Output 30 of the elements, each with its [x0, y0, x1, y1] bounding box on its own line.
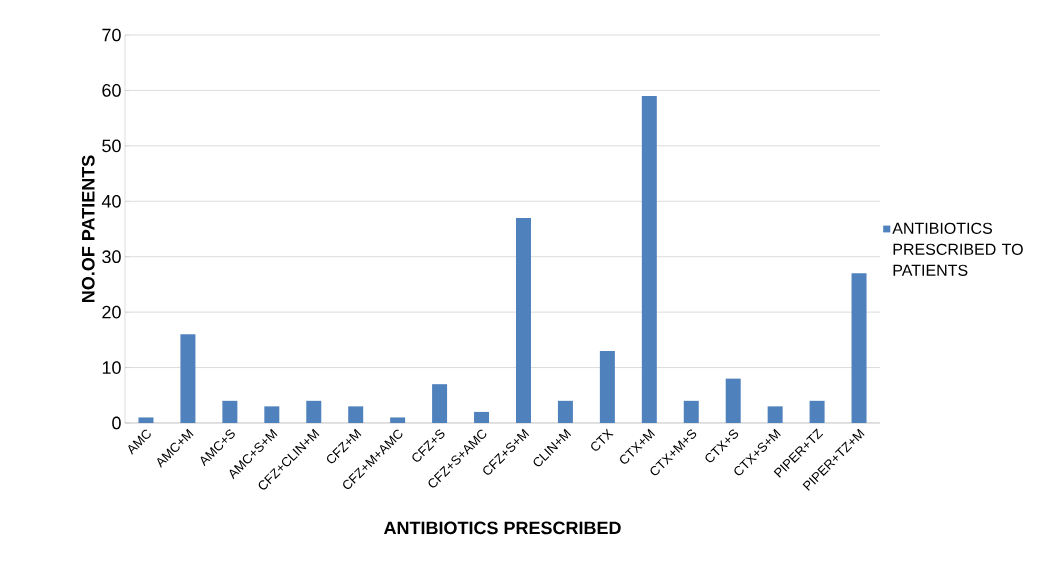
- bar: [809, 400, 825, 423]
- y-tick-label: 60: [102, 84, 121, 97]
- bar: [557, 400, 573, 423]
- bar: [390, 417, 406, 423]
- y-axis-title: NO.OF PATIENTS: [81, 155, 95, 302]
- bar: [306, 400, 322, 423]
- bar: [474, 411, 490, 423]
- bar: [515, 217, 531, 423]
- y-tick-label: 0: [112, 416, 121, 430]
- y-tick-label: 10: [102, 361, 121, 374]
- bar: [851, 273, 867, 423]
- y-tick-label: 50: [102, 139, 121, 153]
- bar: [348, 406, 364, 423]
- y-tick-label: 30: [102, 250, 121, 264]
- bar: [599, 350, 615, 423]
- y-tick-label: 40: [101, 194, 121, 208]
- bar: [432, 384, 448, 423]
- x-axis-title: ANTIBIOTICS PRESCRIBED: [383, 521, 621, 535]
- bar: [138, 417, 154, 423]
- bar: [180, 334, 196, 423]
- y-tick-label: 70: [102, 28, 121, 42]
- bar: [264, 406, 280, 423]
- bar: [641, 95, 657, 423]
- legend-label: ANTIBIOTICS PRESCRIBED TO PATIENTS: [892, 222, 1023, 276]
- bar: [683, 400, 699, 423]
- bar: [767, 406, 783, 423]
- bar: [222, 400, 238, 423]
- bar: [725, 378, 741, 423]
- y-tick-label: 20: [102, 305, 121, 319]
- x-tick-label: CTX: [591, 428, 614, 451]
